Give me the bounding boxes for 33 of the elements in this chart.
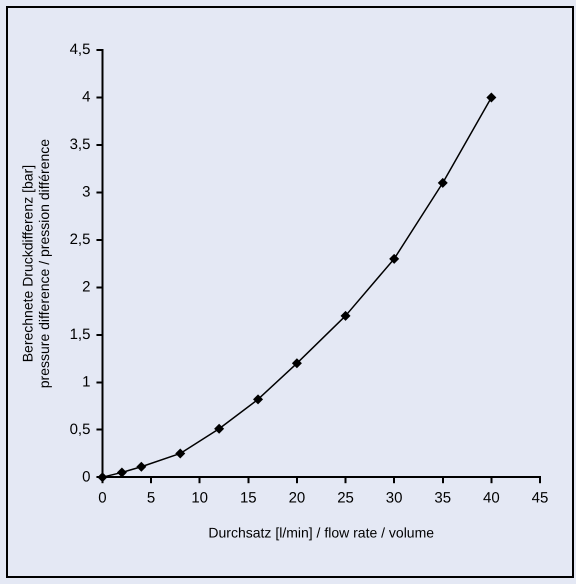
point — [340, 310, 351, 321]
y-tick-label: 1 — [82, 373, 90, 390]
x-tick-label: 10 — [191, 489, 208, 506]
point — [486, 92, 496, 102]
x-tick-label: 15 — [240, 489, 257, 506]
y-tick-label: 2,5 — [70, 231, 90, 248]
point — [438, 178, 448, 188]
point — [116, 467, 127, 478]
y-tick-label: 4 — [82, 88, 90, 106]
point — [175, 448, 186, 458]
y-tick-label: 1,5 — [70, 326, 90, 343]
y-tick-label: 3,5 — [70, 136, 90, 154]
point — [136, 462, 146, 472]
point — [389, 254, 400, 264]
y-tick-label: 0,5 — [70, 420, 90, 438]
point — [97, 472, 108, 482]
x-tick-label: 25 — [337, 489, 354, 506]
x-tick-label: 35 — [434, 489, 452, 506]
x-tick-label: 5 — [146, 489, 156, 506]
y-axis-title: Berechnete Druckdifferenz [bar] pressure difference / pression différence — [19, 138, 52, 388]
y-tick-label: 2 — [82, 278, 90, 296]
y-tick-label: 4,5 — [70, 41, 90, 58]
x-tick-label: 0 — [98, 489, 107, 506]
x-axis-title: Durchsatz [l/min] / flow rate / volume — [208, 524, 434, 540]
x-tick-label: 30 — [386, 489, 402, 506]
x-tick-label: 45 — [532, 489, 548, 506]
point — [214, 424, 224, 434]
y-tick-label: 0 — [82, 468, 90, 486]
point — [253, 394, 264, 404]
x-tick-label: 40 — [483, 489, 500, 506]
y-tick-label: 3 — [82, 184, 90, 201]
point — [292, 358, 302, 368]
x-tick-label: 20 — [288, 489, 306, 506]
